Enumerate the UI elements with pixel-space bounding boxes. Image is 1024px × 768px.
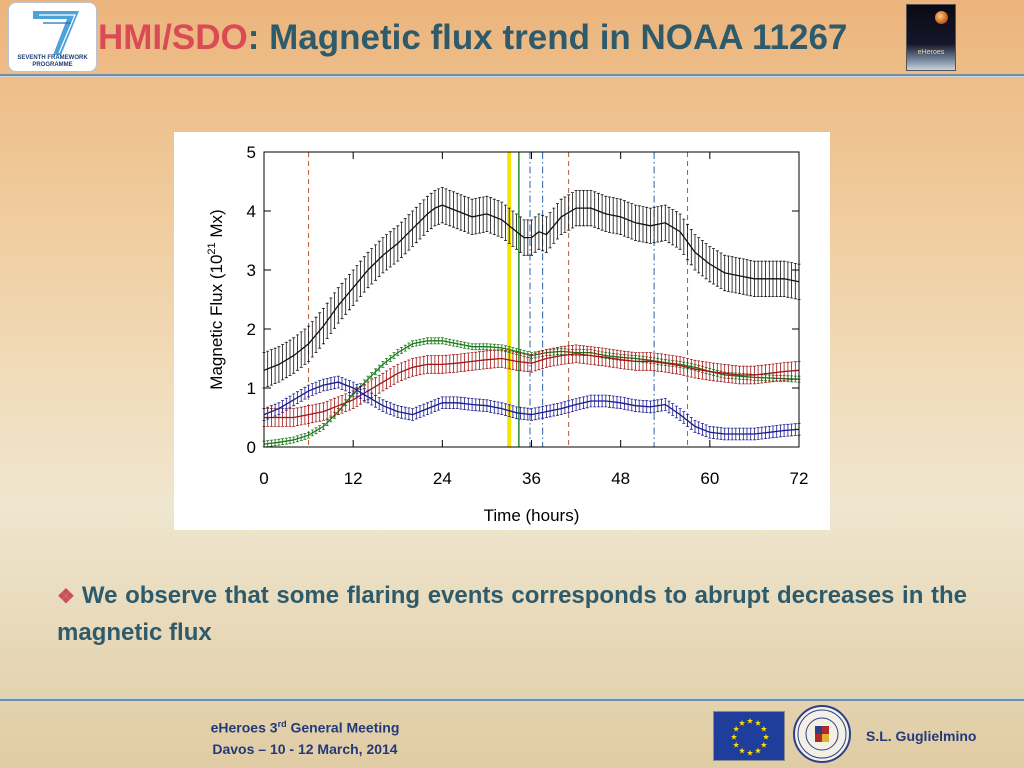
- series-0-line: [263, 204, 800, 371]
- series-2: [262, 344, 801, 427]
- series-3: [262, 375, 801, 441]
- header-divider: [0, 74, 1024, 77]
- series-3-line: [263, 381, 800, 435]
- bullet-text: We observe that some flaring events corr…: [57, 582, 967, 646]
- author-name: S.L. Guglielmino: [866, 728, 977, 744]
- eu-star-icon: [760, 741, 767, 748]
- eu-star-icon: [762, 733, 770, 740]
- eu-star-icon: [746, 749, 754, 756]
- footer-divider: [0, 698, 1024, 701]
- series-3-error-bars: [262, 375, 801, 441]
- footer-meeting-info: eHeroes 3rd General Meeting Davos – 10 -…: [160, 714, 450, 760]
- page-title: HMI/SDO: Magnetic flux trend in NOAA 112…: [98, 18, 898, 58]
- page-title-prefix: HMI/SDO: [98, 18, 248, 57]
- bullet-point: ❖ We observe that some flaring events cor…: [57, 578, 967, 650]
- y-axis-label: Magnetic Flux (1021 Mx): [206, 209, 226, 389]
- x-tick-label: 0: [259, 469, 268, 488]
- series-2-line: [264, 353, 800, 419]
- eu-star-icon: [746, 717, 754, 724]
- y-axis-label-post: Mx): [207, 209, 226, 242]
- seven-framework-logo-icon: SEVENTH FRAMEWORK PROGRAMME: [8, 2, 97, 72]
- x-tick-label: 12: [344, 469, 363, 488]
- fp7-logo-line1: SEVENTH FRAMEWORK: [17, 55, 88, 61]
- page-title-rest: : Magnetic flux trend in NOAA 11267: [247, 18, 848, 57]
- y-tick-label: 0: [247, 438, 256, 457]
- x-tick-label: 24: [433, 469, 452, 488]
- eu-star-icon: [730, 733, 738, 740]
- eu-flag-icon: [713, 711, 785, 761]
- series-0: [262, 187, 801, 389]
- x-tick-label: 72: [790, 469, 809, 488]
- bullet-marker-icon: ❖: [57, 586, 76, 608]
- series-group: [262, 187, 801, 448]
- university-seal-icon: [793, 705, 851, 763]
- y-tick-label: 2: [247, 320, 256, 339]
- eu-star-icon: [754, 719, 762, 726]
- y-tick-label: 3: [247, 261, 256, 280]
- fp7-logo-line2: PROGRAMME: [32, 62, 73, 68]
- y-tick-label: 4: [247, 202, 256, 221]
- y-axis-label-sup: 21: [206, 242, 218, 254]
- y-tick-label: 5: [247, 143, 256, 162]
- x-tick-label: 36: [522, 469, 541, 488]
- x-tick-label: 60: [700, 469, 719, 488]
- sun-icon: [935, 11, 948, 24]
- y-tick-label: 1: [247, 379, 256, 398]
- eu-star-icon: [733, 725, 740, 732]
- eheroes-logo-icon: eHeroes: [906, 4, 956, 71]
- footer-meeting-line2: Davos – 10 - 12 March, 2014: [212, 740, 398, 757]
- magnetic-flux-chart: 0 12 24 36 48 60 72 0 1 2 3 4 5 Time (hours) Magneti…: [174, 132, 830, 530]
- eu-star-icon: [738, 747, 746, 754]
- eu-star-icon: [733, 741, 740, 748]
- footer-meeting-line1: eHeroes 3rd General Meeting: [210, 719, 400, 736]
- eu-star-icon: [760, 725, 767, 732]
- eu-star-icon: [738, 719, 746, 726]
- x-axis-label: Time (hours): [484, 506, 580, 525]
- y-axis-label-pre: Magnetic Flux (10: [207, 255, 226, 390]
- x-tick-label: 48: [611, 469, 630, 488]
- eu-star-icon: [754, 747, 762, 754]
- eheroes-logo-label: eHeroes: [917, 49, 945, 56]
